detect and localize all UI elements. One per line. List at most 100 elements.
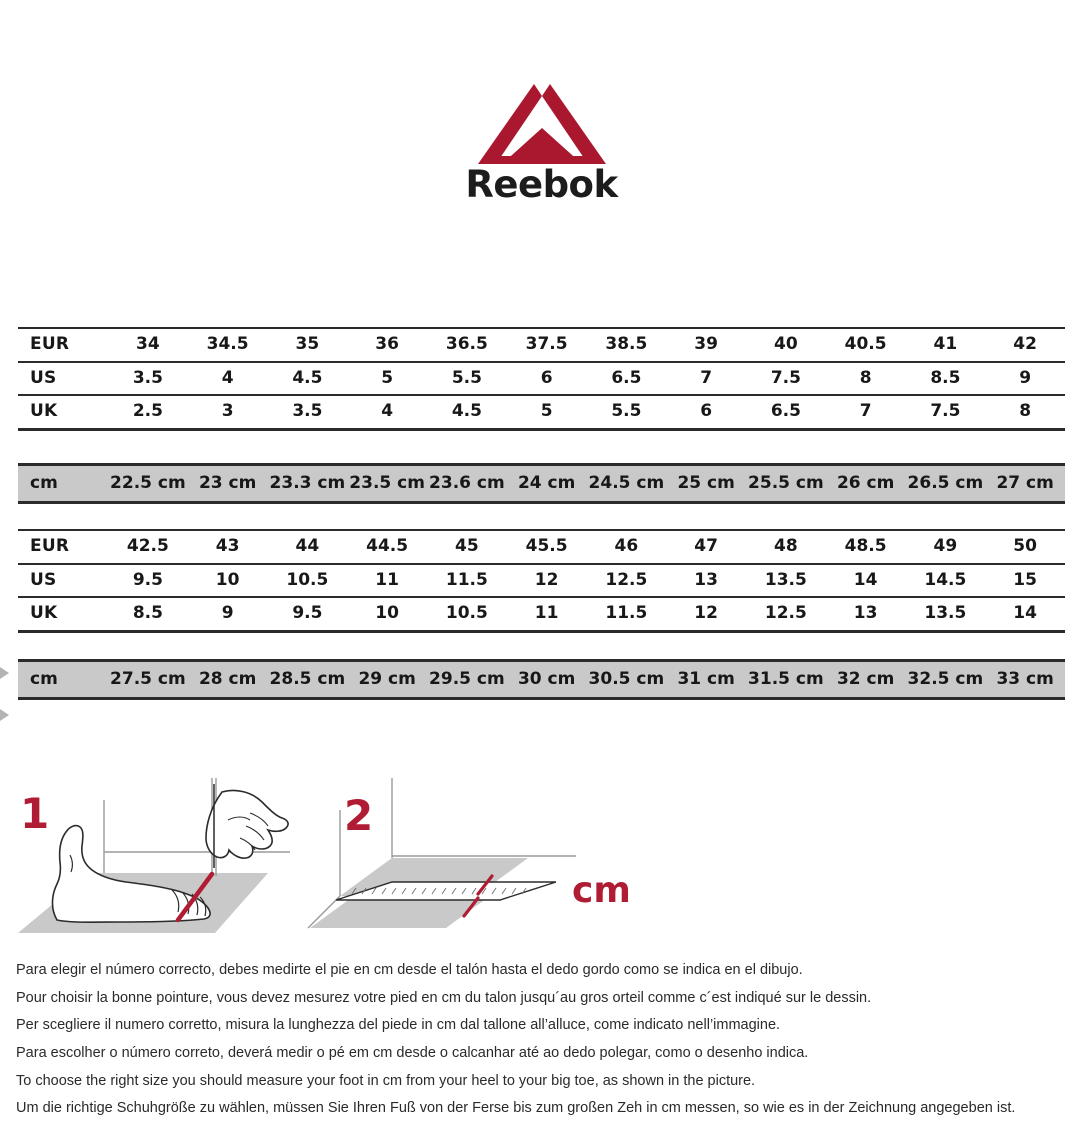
cell-us-6: 12.5 [605,569,648,590]
cell-eur-11: 42 [1013,334,1037,354]
ruler-ticks [351,887,527,895]
row-label-cm: cm [30,669,58,689]
cell-cm-9: 32 cm [836,669,895,689]
cell-eur-7: 47 [694,536,718,556]
cell-uk-8: 12.5 [764,603,807,624]
cell-cm-4: 23.6 cm [429,473,505,493]
row-label-us: US [30,367,57,388]
cell-us-9: 14 [853,569,878,590]
cell-us-9: 8 [859,367,872,388]
table-row: US 9.5 10 10.5 11 11.5 12 12.5 13 13.5 1… [18,564,1065,598]
cell-us-7: 13 [694,569,718,590]
cell-cm-11: 27 cm [996,473,1054,493]
cell-uk-10: 7.5 [930,401,961,422]
cell-eur-4: 36.5 [445,334,488,354]
reebok-delta-icon [477,84,606,164]
cm-band-small: cm 22.5 cm 23 cm 23.3 cm 23.5 cm 23.6 cm… [18,463,1065,504]
table-row: US 3.5 4 4.5 5 5.5 6 6.5 7 7.5 8 8.5 9 [18,362,1065,396]
cell-uk-7: 6 [700,401,713,422]
table-row: cm 27.5 cm 28 cm 28.5 cm 29 cm 29.5 cm 3… [18,662,1065,697]
ankle-crease-line [69,854,73,873]
cell-cm-2: 28.5 cm [269,669,346,689]
table-row: EUR 34 34.5 35 36 36.5 37.5 38.5 39 40 4… [18,328,1065,362]
cell-us-0: 3.5 [132,367,163,388]
cell-eur-6: 38.5 [605,334,648,354]
cell-us-1: 10 [215,569,240,590]
cell-us-4: 5.5 [451,367,482,388]
cell-us-11: 15 [1013,569,1037,590]
thumb-line [227,816,251,821]
cell-cm-5: 30 cm [517,669,576,689]
brand-logo-block: Reebok [0,78,1083,203]
toe-line [199,896,207,917]
cell-eur-0: 42.5 [126,536,169,556]
table-row: UK 2.5 3 3.5 4 4.5 5 5.5 6 6.5 7 7.5 8 [18,395,1065,430]
finger-line [245,825,265,841]
ruler-shape [335,881,557,901]
cm-band-large: cm 27.5 cm 28 cm 28.5 cm 29 cm 29.5 cm 3… [18,659,1065,700]
edge-guide-line [307,895,341,929]
cell-us-1: 4 [221,367,234,388]
cell-uk-2: 3.5 [292,401,323,422]
size-table-small: EUR 34 34.5 35 36 36.5 37.5 38.5 39 40 4… [18,327,1065,431]
left-edge-arrow-icon [0,667,9,679]
row-label-eur: EUR [30,536,70,556]
cell-eur-4: 45 [455,536,479,556]
cell-uk-1: 3 [221,401,234,422]
cell-us-6: 6.5 [611,367,642,388]
row-label-cm: cm [30,473,58,493]
foot-outline-shape [51,824,211,923]
row-label-eur: EUR [30,334,70,354]
cell-uk-1: 9 [221,603,234,624]
toe-line [171,889,180,913]
red-measure-mark [462,896,480,918]
table-row: cm 22.5 cm 23 cm 23.3 cm 23.5 cm 23.6 cm… [18,466,1065,501]
cell-eur-10: 49 [933,536,958,556]
cell-uk-11: 8 [1019,401,1032,422]
cell-cm-8: 31.5 cm [748,669,824,689]
cell-eur-2: 35 [295,334,320,354]
instruction-line-pt: Para escolher o número correto, deverá m… [16,1045,809,1062]
toe-line [191,893,199,916]
cell-us-7: 7 [700,367,713,388]
cell-cm-2: 23.3 cm [269,473,346,493]
cell-eur-2: 44 [295,536,320,556]
cell-eur-11: 50 [1013,536,1037,556]
cell-cm-7: 25 cm [677,473,735,493]
row-label-us: US [30,569,57,590]
cell-us-8: 13.5 [764,569,807,590]
size-table-large: EUR 42.5 43 44 44.5 45 45.5 46 47 48 48.… [18,529,1065,633]
cell-cm-0: 27.5 cm [110,669,186,689]
cell-eur-3: 36 [375,334,399,354]
cell-eur-9: 48.5 [844,536,887,556]
cell-cm-3: 29 cm [358,669,416,689]
cell-uk-7: 12 [694,603,718,624]
cell-uk-9: 7 [859,401,872,422]
instruction-line-fr: Pour choisir la bonne pointure, vous dev… [16,989,872,1006]
cell-eur-5: 45.5 [525,536,568,556]
cell-us-5: 12 [534,569,559,590]
cell-us-5: 6 [540,367,553,388]
cell-uk-6: 5.5 [611,401,642,422]
finger-line [249,812,269,827]
cell-uk-3: 10 [375,603,399,624]
instructions-block: Para elegir el número correcto, debes me… [16,962,1076,1128]
instruction-line-en: To choose the right size you should meas… [16,1072,756,1089]
cell-uk-5: 5 [540,401,553,422]
cell-cm-9: 26 cm [836,473,895,493]
cell-eur-8: 48 [774,536,798,556]
step-one-illustration: 1 [18,778,290,933]
cell-eur-0: 34 [136,334,160,354]
cell-uk-0: 2.5 [132,401,163,422]
cell-eur-3: 44.5 [366,536,409,556]
cell-cm-10: 26.5 cm [907,473,984,493]
cell-cm-0: 22.5 cm [110,473,186,493]
cell-uk-9: 13 [853,603,878,624]
cell-us-2: 10.5 [286,569,329,590]
table-row: EUR 42.5 43 44 44.5 45 45.5 46 47 48 48.… [18,530,1065,564]
cell-cm-4: 29.5 cm [429,669,505,689]
cell-cm-1: 28 cm [198,669,257,689]
instruction-line-es: Para elegir el número correcto, debes me… [16,962,803,978]
cell-cm-11: 33 cm [996,669,1054,689]
cell-uk-2: 9.5 [292,603,323,624]
